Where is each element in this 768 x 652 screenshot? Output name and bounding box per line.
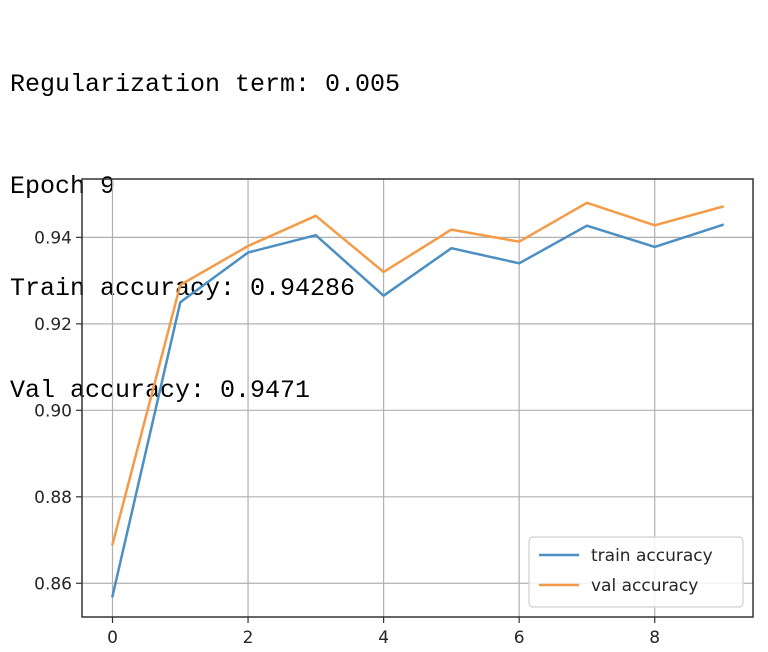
y-tick-label-3: 0.92 (34, 315, 72, 335)
plot-frame (81, 178, 754, 618)
series-lines (110, 201, 725, 598)
log-line-val-accuracy: Val accuracy: 0.9471 (10, 376, 311, 405)
legend-label-train-accuracy: train accuracy (591, 546, 713, 566)
series-line-train-accuracy (111, 223, 725, 598)
series-line-val-accuracy (110, 201, 725, 546)
x-tick-label-6: 6 (514, 628, 525, 648)
y-tick-label-0: 0.86 (34, 574, 72, 594)
x-tick-label-0: 0 (107, 628, 118, 648)
legend-label-val-accuracy: val accuracy (591, 576, 698, 596)
legend: train accuracy val accuracy (528, 536, 744, 608)
y-tick-label-2: 0.90 (34, 401, 72, 421)
y-tick-label-1: 0.88 (34, 488, 72, 508)
x-tick-label-4: 4 (378, 628, 389, 648)
y-tick-label-4: 0.94 (34, 228, 72, 248)
x-tick-label-8: 8 (649, 628, 660, 648)
log-line-regularization: Regularization term: 0.005 (10, 70, 401, 99)
x-tick-label-2: 2 (243, 628, 254, 648)
log-line-train-accuracy: Train accuracy: 0.94286 (10, 274, 356, 303)
axis-ticks: 0 2 4 6 8 0.86 0.88 0.90 0.92 0.94 (34, 228, 660, 648)
legend-box (528, 536, 744, 608)
